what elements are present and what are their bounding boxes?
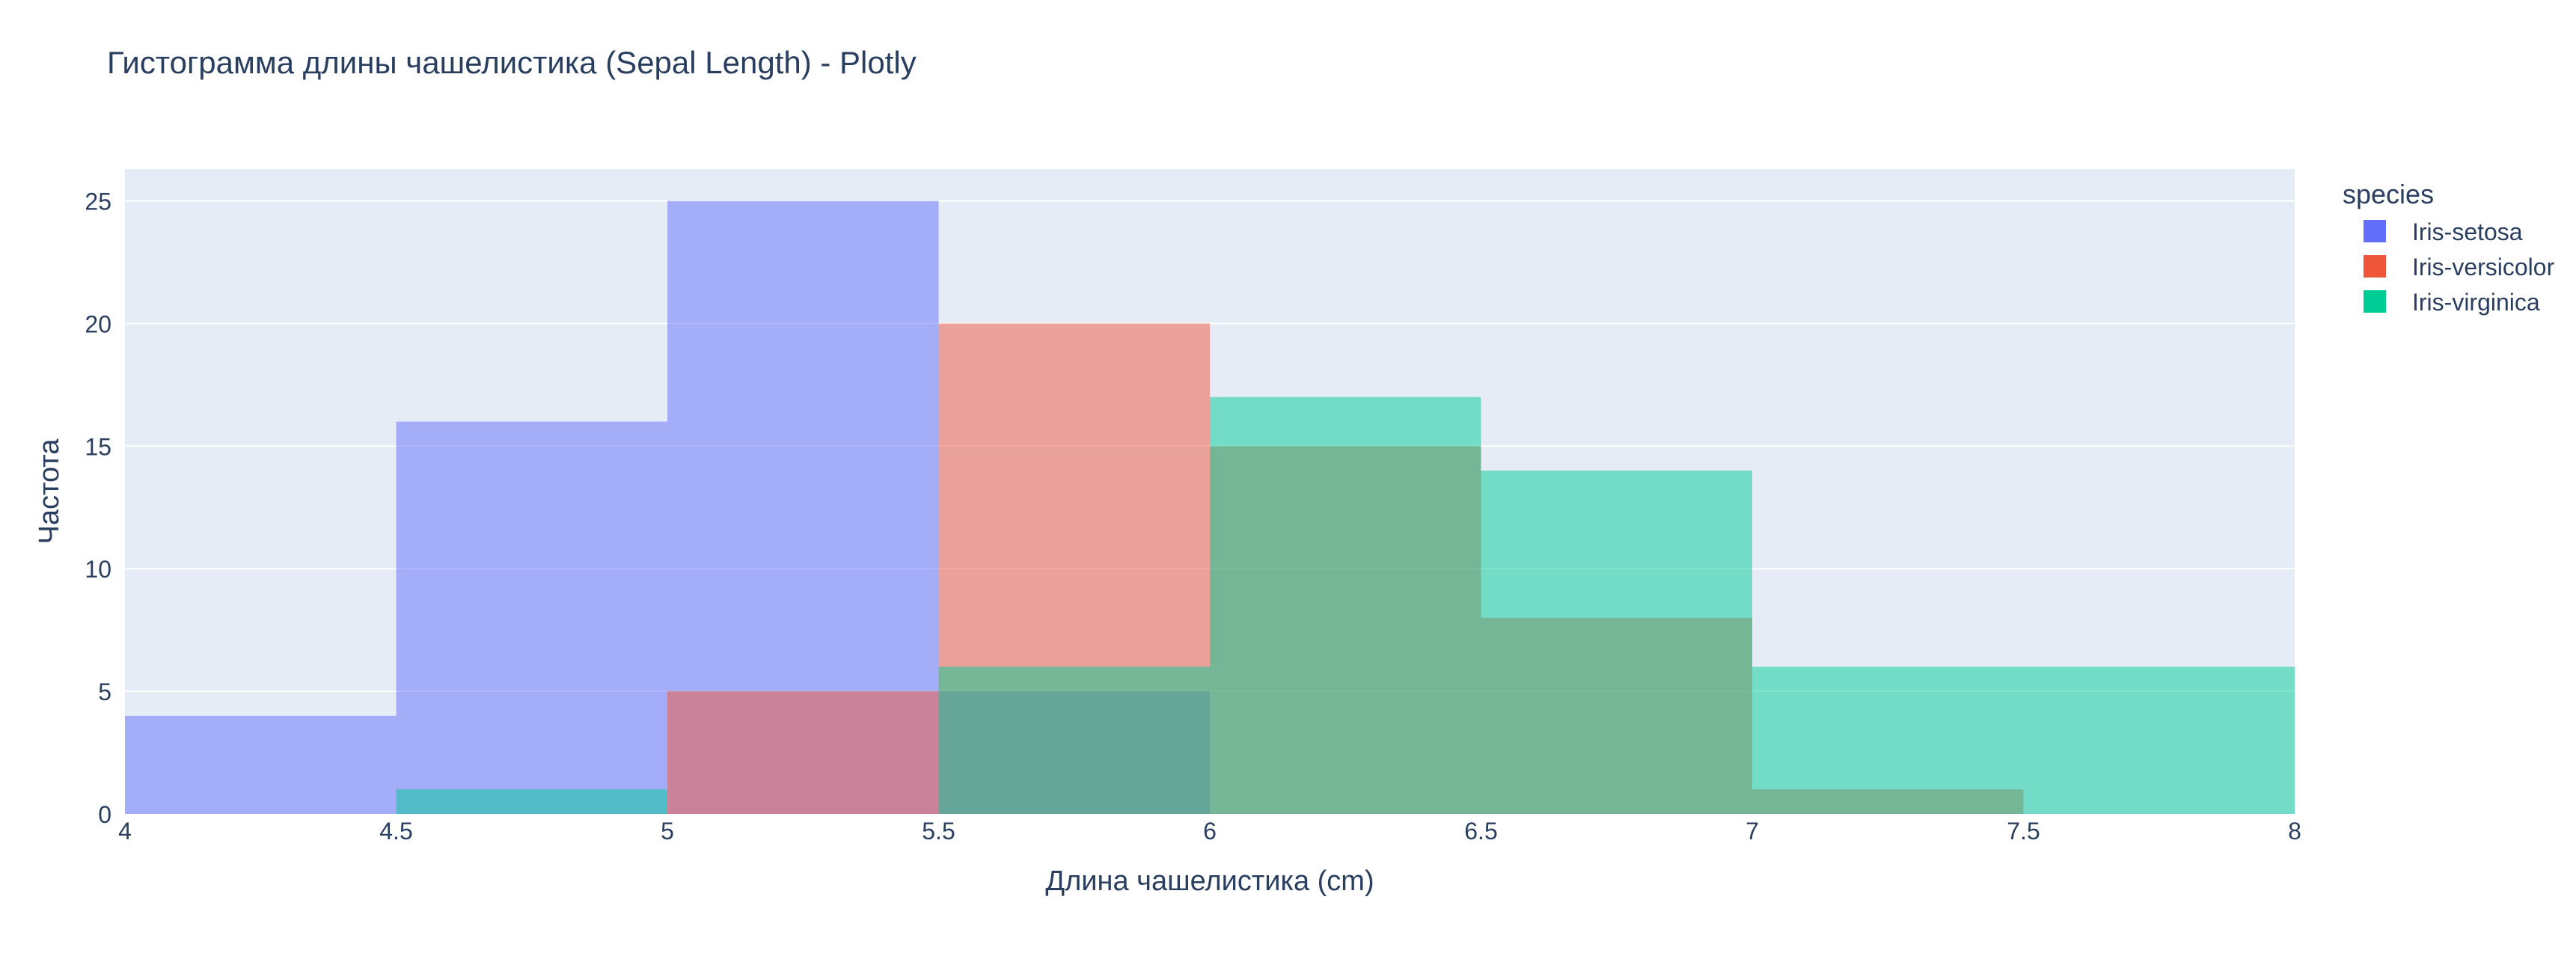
y-tick-label: 20 <box>85 310 111 337</box>
y-tick-label: 15 <box>85 433 111 460</box>
legend-items: Iris-setosa Iris-versicolor Iris-virginica <box>2364 218 2555 316</box>
x-tick-label: 6.5 <box>1464 818 1497 845</box>
legend-label: Iris-setosa <box>2412 218 2523 245</box>
chart-title: Гистограмма длины чашелистика (Sepal Len… <box>107 45 917 80</box>
legend-swatch <box>2364 255 2386 278</box>
x-axis-ticks: 4 4.5 5 5.5 6 6.5 7 7.5 8 <box>118 818 2301 845</box>
legend-item: Iris-virginica <box>2364 289 2540 316</box>
x-tick-label: 7 <box>1746 818 1759 845</box>
series-iris-virginica <box>396 396 2295 814</box>
histogram-bar <box>396 789 667 814</box>
legend-swatch <box>2364 220 2386 242</box>
legend-item: Iris-versicolor <box>2364 254 2555 281</box>
histogram-bar <box>396 421 667 814</box>
legend-item: Iris-setosa <box>2364 218 2523 245</box>
y-tick-label: 5 <box>98 678 111 705</box>
x-tick-label: 5.5 <box>922 818 955 845</box>
histogram-bar <box>1481 471 1752 814</box>
histogram-bar <box>938 667 1210 814</box>
x-axis-title: Длина чашелистика (cm) <box>1045 865 1374 897</box>
legend: species Iris-setosa Iris-versicolor Iris-v… <box>2343 179 2555 316</box>
x-tick-label: 4 <box>118 818 132 845</box>
y-tick-label: 10 <box>85 556 111 583</box>
y-axis-ticks: 0 5 10 15 20 25 <box>85 189 111 828</box>
x-tick-label: 8 <box>2288 818 2301 845</box>
histogram-bar <box>667 691 939 814</box>
histogram-bar <box>2023 667 2295 814</box>
x-tick-label: 4.5 <box>379 818 412 845</box>
y-tick-label: 0 <box>98 801 111 828</box>
histogram-bars <box>125 200 2295 814</box>
histogram-bar <box>125 715 397 814</box>
histogram-bar <box>1752 667 2024 814</box>
histogram-bar <box>1210 396 1481 814</box>
x-tick-label: 5 <box>661 818 674 845</box>
y-tick-label: 25 <box>85 189 111 215</box>
legend-label: Iris-virginica <box>2412 289 2540 316</box>
y-axis-title: Частота <box>34 438 65 545</box>
legend-label: Iris-versicolor <box>2412 254 2555 281</box>
x-tick-label: 6 <box>1203 818 1217 845</box>
legend-swatch <box>2364 290 2386 313</box>
legend-title: species <box>2343 179 2434 209</box>
x-tick-label: 7.5 <box>2007 818 2040 845</box>
